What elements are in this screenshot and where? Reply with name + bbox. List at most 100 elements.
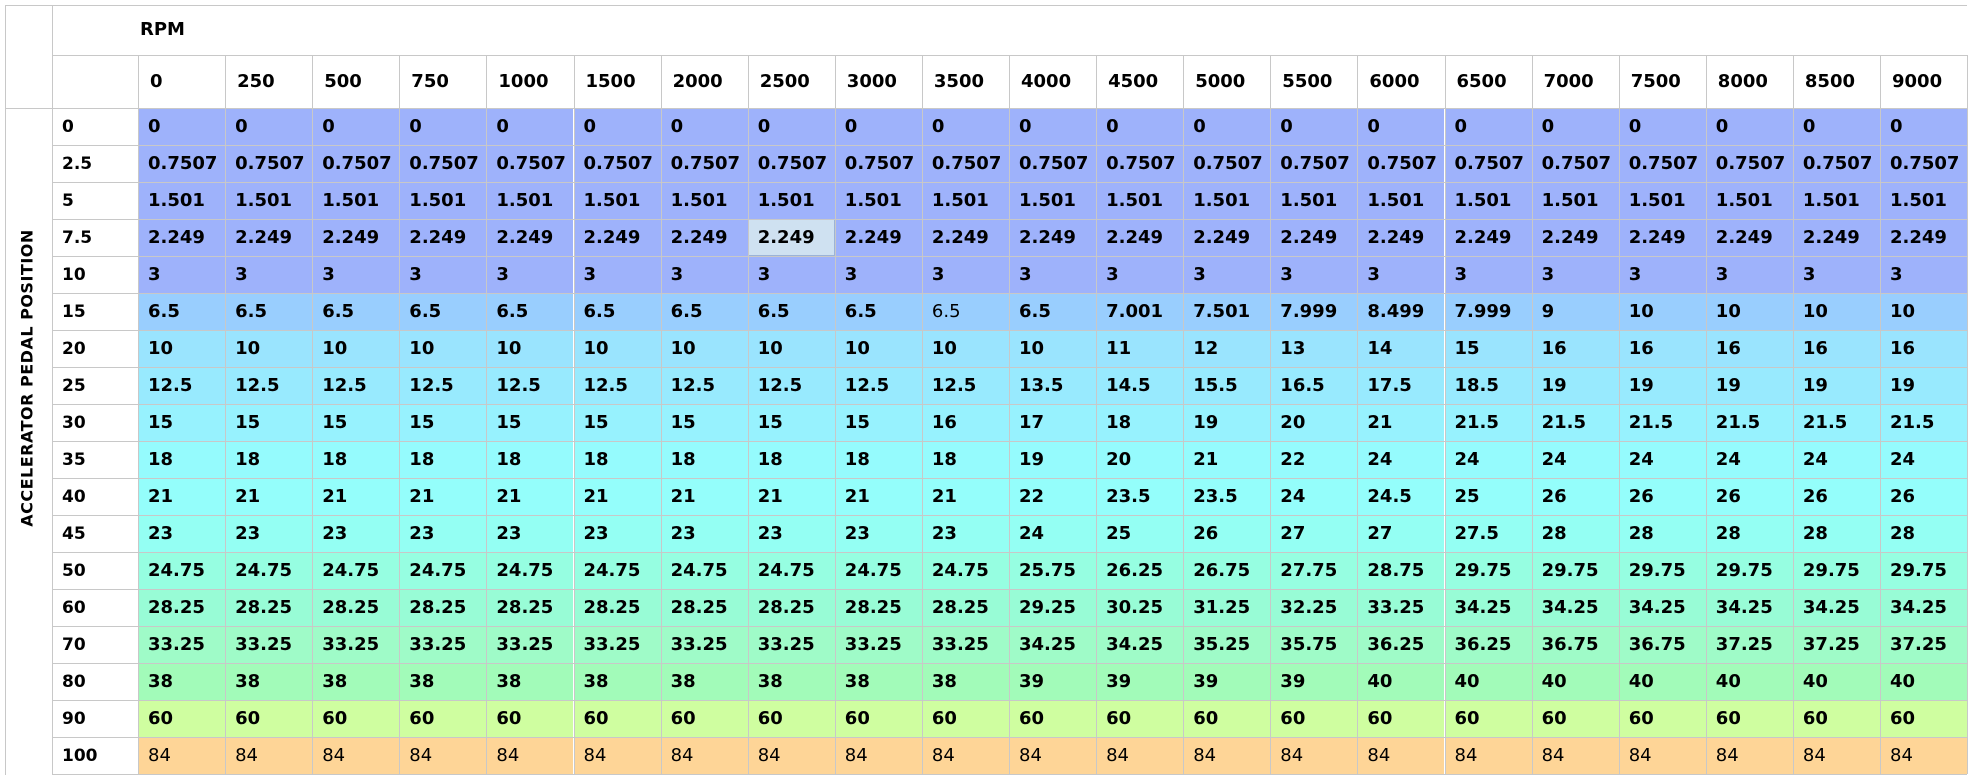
table-cell[interactable]: 40: [1705, 663, 1793, 700]
table-cell[interactable]: 24: [1618, 441, 1706, 478]
table-cell[interactable]: 60: [1270, 700, 1358, 737]
table-cell[interactable]: 60: [573, 700, 661, 737]
column-header[interactable]: 7500: [1618, 55, 1706, 108]
table-cell[interactable]: 3: [1270, 256, 1358, 293]
table-cell[interactable]: 6.5: [921, 293, 1009, 330]
table-cell[interactable]: 18: [834, 441, 922, 478]
table-cell[interactable]: 28.25: [138, 589, 226, 626]
table-cell[interactable]: 10: [312, 330, 400, 367]
table-cell[interactable]: 23: [747, 515, 835, 552]
table-cell[interactable]: 23: [834, 515, 922, 552]
table-cell[interactable]: 60: [1009, 700, 1097, 737]
table-cell[interactable]: 24.75: [573, 552, 661, 589]
table-cell[interactable]: 1.501: [573, 182, 661, 219]
table-cell[interactable]: 2.249: [312, 219, 400, 256]
table-cell[interactable]: 18: [399, 441, 487, 478]
table-cell[interactable]: 1.501: [1792, 182, 1880, 219]
column-header[interactable]: 5000: [1183, 55, 1271, 108]
column-header[interactable]: 1500: [573, 55, 661, 108]
table-cell[interactable]: 21.5: [1531, 404, 1619, 441]
table-cell[interactable]: 6.5: [312, 293, 400, 330]
table-cell[interactable]: 21: [225, 478, 313, 515]
column-header[interactable]: 9000: [1880, 55, 1968, 108]
table-cell[interactable]: 32.25: [1270, 589, 1358, 626]
table-cell[interactable]: 21.5: [1444, 404, 1532, 441]
table-cell[interactable]: 1.501: [1444, 182, 1532, 219]
table-cell[interactable]: 29.75: [1618, 552, 1706, 589]
column-header[interactable]: 5500: [1270, 55, 1358, 108]
table-cell[interactable]: 1.501: [1357, 182, 1445, 219]
table-cell[interactable]: 10: [1880, 293, 1968, 330]
table-cell[interactable]: 31.25: [1183, 589, 1271, 626]
table-cell[interactable]: 84: [225, 737, 313, 774]
table-cell[interactable]: 24.75: [399, 552, 487, 589]
table-cell[interactable]: 10: [1705, 293, 1793, 330]
table-cell[interactable]: 0.7507: [660, 145, 748, 182]
table-cell[interactable]: 60: [1880, 700, 1968, 737]
table-cell[interactable]: 39: [1183, 663, 1271, 700]
table-cell[interactable]: 60: [1792, 700, 1880, 737]
table-cell[interactable]: 24: [1880, 441, 1968, 478]
table-cell[interactable]: 2.249: [486, 219, 574, 256]
column-header[interactable]: 7000: [1531, 55, 1619, 108]
row-header[interactable]: 90: [52, 700, 138, 737]
table-cell[interactable]: 28.75: [1357, 552, 1445, 589]
table-cell[interactable]: 34.25: [1444, 589, 1532, 626]
column-header[interactable]: 4000: [1009, 55, 1097, 108]
table-cell[interactable]: 19: [1705, 367, 1793, 404]
table-cell[interactable]: 24: [1792, 441, 1880, 478]
table-cell[interactable]: 60: [399, 700, 487, 737]
table-cell[interactable]: 1.501: [1531, 182, 1619, 219]
table-cell[interactable]: 0.7507: [138, 145, 226, 182]
table-cell[interactable]: 14.5: [1096, 367, 1184, 404]
table-cell[interactable]: 84: [312, 737, 400, 774]
table-cell[interactable]: 3: [1531, 256, 1619, 293]
table-cell[interactable]: 28.25: [573, 589, 661, 626]
table-cell[interactable]: 3: [1357, 256, 1445, 293]
table-cell[interactable]: 1.501: [312, 182, 400, 219]
table-cell[interactable]: 0: [1183, 108, 1271, 145]
table-cell[interactable]: 37.25: [1792, 626, 1880, 663]
table-cell[interactable]: 18: [660, 441, 748, 478]
table-cell[interactable]: 60: [834, 700, 922, 737]
row-header[interactable]: 2.5: [52, 145, 138, 182]
table-cell[interactable]: 60: [1357, 700, 1445, 737]
table-cell[interactable]: 18: [573, 441, 661, 478]
table-cell[interactable]: 3: [1618, 256, 1706, 293]
table-cell[interactable]: 2.249: [1792, 219, 1880, 256]
table-cell[interactable]: 17.5: [1357, 367, 1445, 404]
column-header[interactable]: 8500: [1792, 55, 1880, 108]
table-cell[interactable]: 12.5: [660, 367, 748, 404]
table-cell[interactable]: 6.5: [660, 293, 748, 330]
table-cell[interactable]: 0: [486, 108, 574, 145]
table-cell[interactable]: 0.7507: [573, 145, 661, 182]
table-cell[interactable]: 35.25: [1183, 626, 1271, 663]
table-cell[interactable]: 33.25: [225, 626, 313, 663]
table-cell[interactable]: 0: [399, 108, 487, 145]
row-header[interactable]: 40: [52, 478, 138, 515]
table-cell[interactable]: 19: [1792, 367, 1880, 404]
row-header[interactable]: 30: [52, 404, 138, 441]
table-cell[interactable]: 29.75: [1792, 552, 1880, 589]
column-header[interactable]: 8000: [1705, 55, 1793, 108]
row-header[interactable]: 7.5: [52, 219, 138, 256]
table-cell[interactable]: 34.25: [1096, 626, 1184, 663]
table-cell[interactable]: 15: [225, 404, 313, 441]
table-cell[interactable]: 24: [1705, 441, 1793, 478]
table-cell[interactable]: 24.75: [747, 552, 835, 589]
table-cell[interactable]: 0: [1792, 108, 1880, 145]
table-cell[interactable]: 0: [1096, 108, 1184, 145]
table-cell[interactable]: 38: [921, 663, 1009, 700]
table-cell[interactable]: 33.25: [573, 626, 661, 663]
table-cell[interactable]: 33.25: [747, 626, 835, 663]
table-cell[interactable]: 12.5: [225, 367, 313, 404]
table-cell[interactable]: 20: [1270, 404, 1358, 441]
table-cell[interactable]: 2.249: [1096, 219, 1184, 256]
table-cell-selected[interactable]: 2.249: [747, 219, 835, 256]
table-cell[interactable]: 21.5: [1880, 404, 1968, 441]
table-cell[interactable]: 60: [138, 700, 226, 737]
row-header[interactable]: 100: [52, 737, 138, 774]
table-cell[interactable]: 28: [1618, 515, 1706, 552]
table-cell[interactable]: 29.75: [1444, 552, 1532, 589]
table-cell[interactable]: 3: [1096, 256, 1184, 293]
